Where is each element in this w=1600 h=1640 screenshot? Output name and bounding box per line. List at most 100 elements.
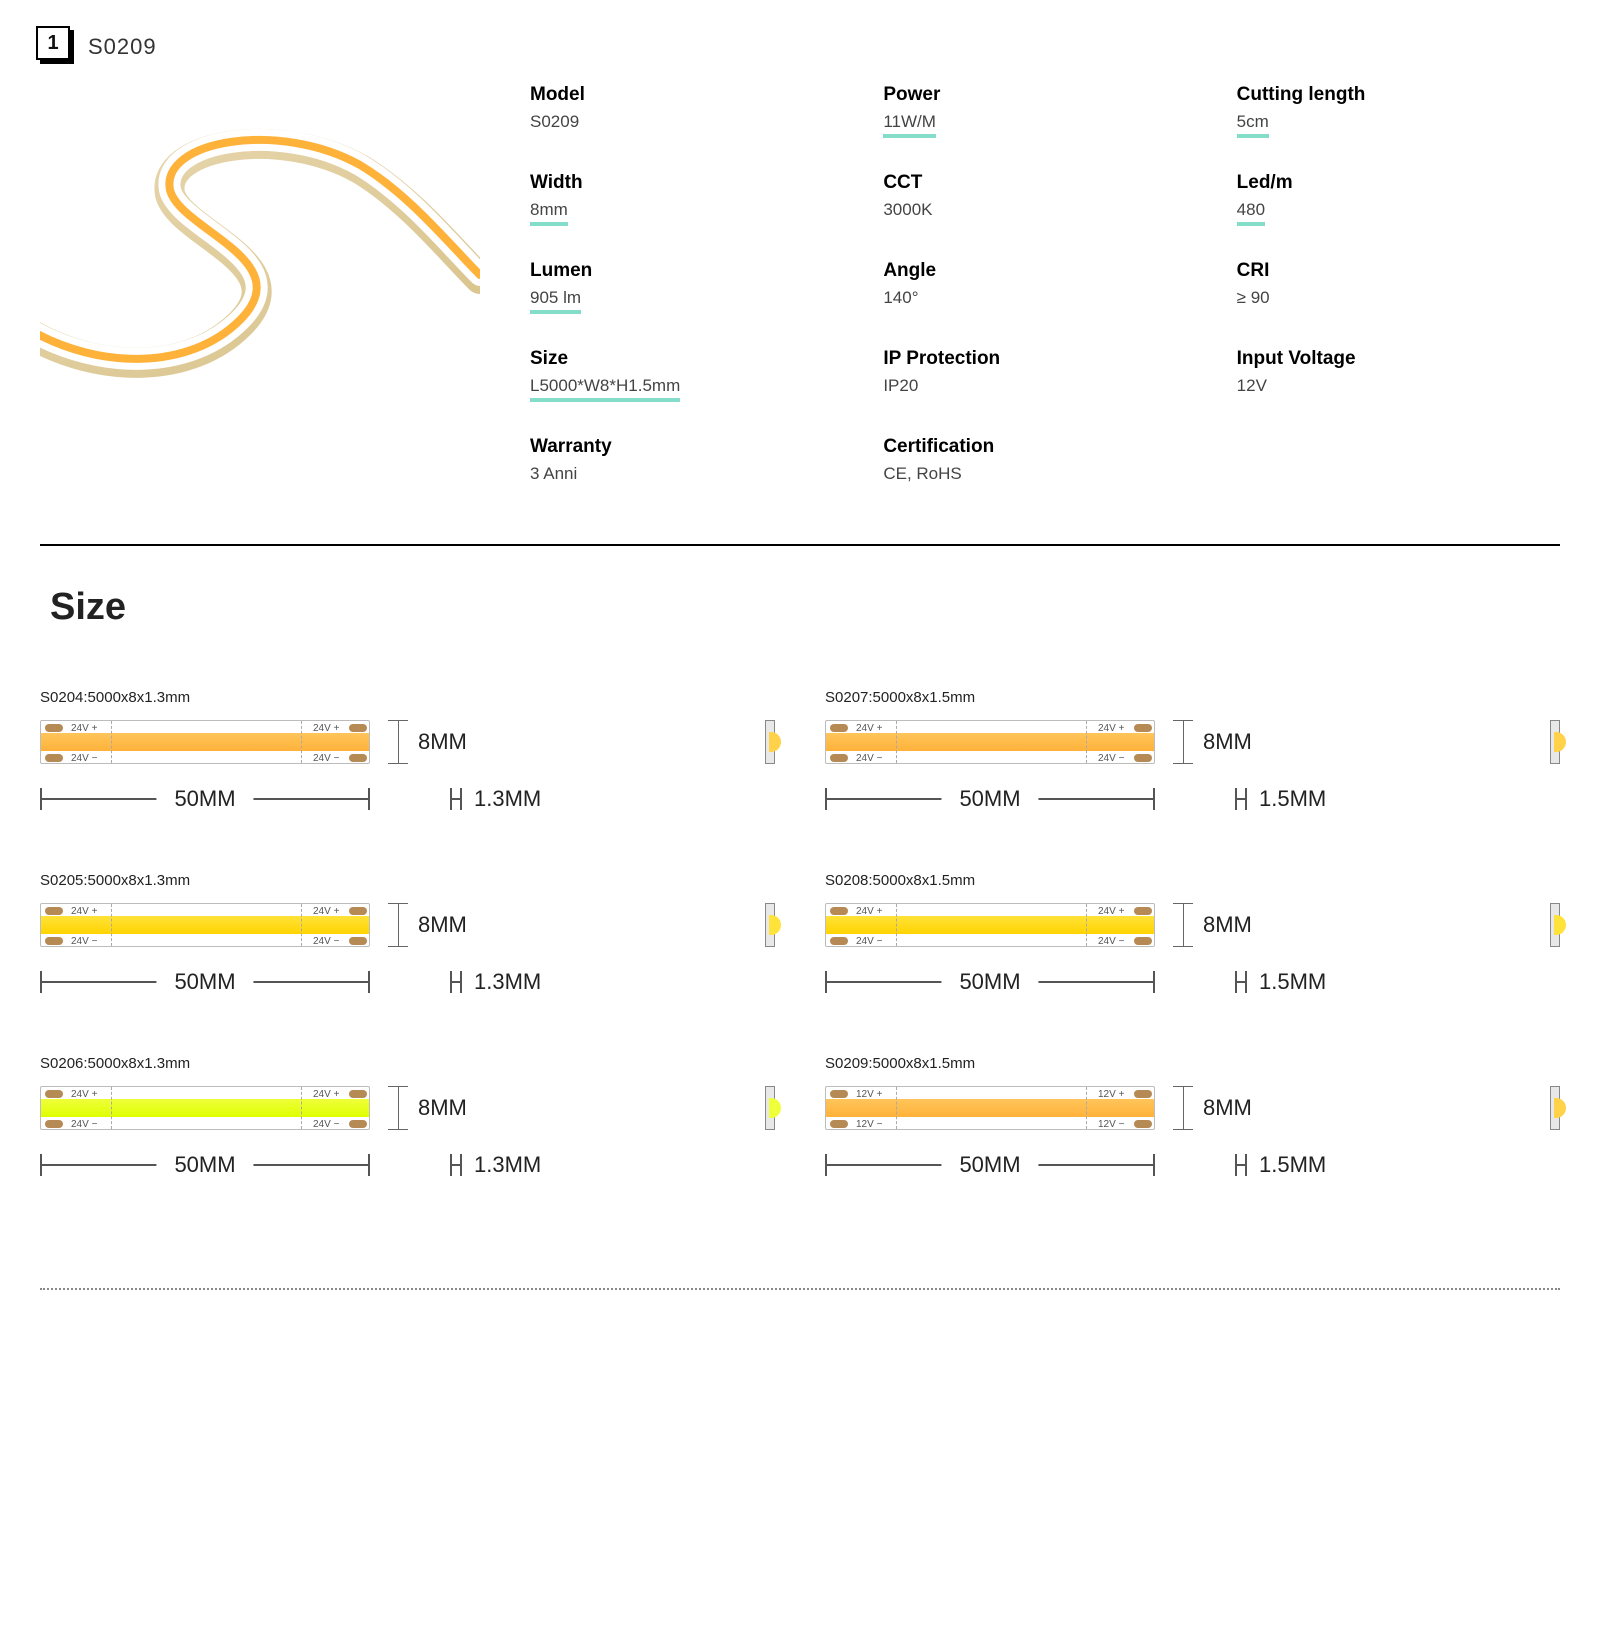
strip-voltage-label: 24V − — [313, 1119, 339, 1130]
strip-voltage-label: 12V − — [1098, 1119, 1124, 1130]
thickness-bracket: 1.3MM — [450, 1152, 541, 1178]
cross-section — [765, 1086, 775, 1130]
height-bracket: 8MM — [1173, 1086, 1252, 1130]
spec-item: Size L5000*W8*H1.5mm — [530, 348, 853, 402]
height-bracket: 8MM — [388, 1086, 467, 1130]
spec-label: Certification — [883, 436, 1206, 458]
length-value: 50MM — [156, 969, 253, 995]
strip-voltage-label: 24V + — [1098, 906, 1124, 917]
height-value: 8MM — [418, 1095, 467, 1121]
cross-section — [765, 720, 775, 764]
product-code: S0209 — [88, 34, 157, 60]
led-strip: 12V + 12V − 12V + 12V − — [825, 1086, 1155, 1130]
strip-voltage-label: 24V + — [313, 906, 339, 917]
spec-item: IP ProtectionIP20 — [883, 348, 1206, 402]
strip-voltage-label: 24V − — [856, 936, 882, 947]
size-cell: S0208:5000x8x1.5mm 24V + 24V − 24V + 24V − 8M… — [825, 872, 1560, 995]
strip-voltage-label: 12V − — [856, 1119, 882, 1130]
spec-value: 480 — [1237, 200, 1265, 226]
size-label: S0208:5000x8x1.5mm — [825, 872, 1560, 889]
strip-diagram-row: 24V +24V −24V +24V −8MM — [40, 720, 775, 764]
length-value: 50MM — [941, 786, 1038, 812]
size-cell: S0209:5000x8x1.5mm 12V + 12V − 12V + 12V − 8M… — [825, 1055, 1560, 1178]
strip-voltage-label: 24V − — [1098, 936, 1124, 947]
spec-label: Angle — [883, 260, 1206, 282]
height-value: 8MM — [1203, 1095, 1252, 1121]
spec-item: ModelS0209 — [530, 84, 853, 138]
thickness-value: 1.3MM — [474, 786, 541, 812]
thickness-value: 1.3MM — [474, 1152, 541, 1178]
strip-voltage-label: 24V + — [71, 906, 97, 917]
spec-label: Size — [530, 348, 853, 370]
spec-label: Power — [883, 84, 1206, 106]
size-label: S0205:5000x8x1.3mm — [40, 872, 775, 889]
spec-value: S0209 — [530, 112, 579, 132]
spec-label: CRI — [1237, 260, 1560, 282]
spec-label: Warranty — [530, 436, 853, 458]
led-strip: 24V +24V −24V +24V − — [40, 720, 370, 764]
dimension-row: 50MM 1.3MM — [40, 786, 775, 812]
spec-item: Warranty 3 Anni — [530, 436, 853, 484]
strip-voltage-label: 24V + — [856, 906, 882, 917]
spec-value: 5cm — [1237, 112, 1269, 138]
thickness-value: 1.5MM — [1259, 1152, 1326, 1178]
dotted-footer-divider — [40, 1288, 1560, 1290]
strip-voltage-label: 24V + — [856, 723, 882, 734]
strip-voltage-label: 24V + — [71, 1089, 97, 1100]
strip-voltage-label: 24V + — [313, 723, 339, 734]
spec-label: CCT — [883, 172, 1206, 194]
spec-item: Input Voltage 12V — [1237, 348, 1560, 402]
size-label: S0207:5000x8x1.5mm — [825, 689, 1560, 706]
strip-voltage-label: 24V − — [71, 753, 97, 764]
spec-value: 12V — [1237, 376, 1267, 396]
size-label: S0209:5000x8x1.5mm — [825, 1055, 1560, 1072]
product-header: 1 S0209 — [40, 30, 1560, 64]
dimension-row: 50MM 1.5MM — [825, 786, 1560, 812]
strip-voltage-label: 24V + — [1098, 723, 1124, 734]
thickness-bracket: 1.5MM — [1235, 969, 1326, 995]
size-cell: S0207:5000x8x1.5mm 24V + 24V − 24V + 24V − 8M… — [825, 689, 1560, 812]
height-value: 8MM — [1203, 729, 1252, 755]
thickness-value: 1.5MM — [1259, 786, 1326, 812]
strip-voltage-label: 12V + — [856, 1089, 882, 1100]
size-label: S0206:5000x8x1.3mm — [40, 1055, 775, 1072]
dimension-row: 50MM 1.3MM — [40, 969, 775, 995]
strip-voltage-label: 24V − — [856, 753, 882, 764]
spec-item: Cutting length5cm — [1237, 84, 1560, 138]
thickness-value: 1.3MM — [474, 969, 541, 995]
spec-value: CE, RoHS — [883, 464, 961, 484]
strip-diagram-row: 12V + 12V − 12V + 12V − 8MM — [825, 1086, 1560, 1130]
spec-label: Led/m — [1237, 172, 1560, 194]
spec-value: 3 Anni — [530, 464, 577, 484]
height-bracket: 8MM — [388, 903, 467, 947]
cross-section — [765, 903, 775, 947]
spec-grid: ModelS0209Power11W/MCutting length5cmWid… — [530, 74, 1560, 484]
length-value: 50MM — [941, 969, 1038, 995]
size-cell: S0205:5000x8x1.3mm 24V +24V −24V +24V − 8M… — [40, 872, 775, 995]
spec-item: CRI ≥ 90 — [1237, 260, 1560, 314]
product-image — [40, 74, 480, 394]
height-bracket: 8MM — [1173, 903, 1252, 947]
size-cell: S0206:5000x8x1.3mm24V +24V −24V +24V −8M… — [40, 1055, 775, 1178]
height-value: 8MM — [1203, 912, 1252, 938]
strip-voltage-label: 24V − — [1098, 753, 1124, 764]
spec-value: L5000*W8*H1.5mm — [530, 376, 680, 402]
strip-voltage-label: 12V + — [1098, 1089, 1124, 1100]
item-number-badge: 1 — [40, 30, 74, 64]
spec-label: Input Voltage — [1237, 348, 1560, 370]
spec-value: 905 lm — [530, 288, 581, 314]
spec-item: Lumen905 lm — [530, 260, 853, 314]
spec-item: Led/m 480 — [1237, 172, 1560, 226]
thickness-bracket: 1.5MM — [1235, 786, 1326, 812]
spec-item: Certification CE, RoHS — [883, 436, 1206, 484]
size-diagrams-grid: S0204:5000x8x1.3mm24V +24V −24V +24V −8M… — [40, 689, 1560, 1178]
led-strip: 24V +24V −24V +24V − — [40, 903, 370, 947]
thickness-bracket: 1.3MM — [450, 786, 541, 812]
cross-section — [1550, 1086, 1560, 1130]
height-value: 8MM — [418, 912, 467, 938]
strip-voltage-label: 24V + — [71, 723, 97, 734]
spec-value: 3000K — [883, 200, 932, 220]
length-value: 50MM — [156, 786, 253, 812]
spec-value: ≥ 90 — [1237, 288, 1270, 308]
dimension-row: 50MM1.5MM — [825, 1152, 1560, 1178]
